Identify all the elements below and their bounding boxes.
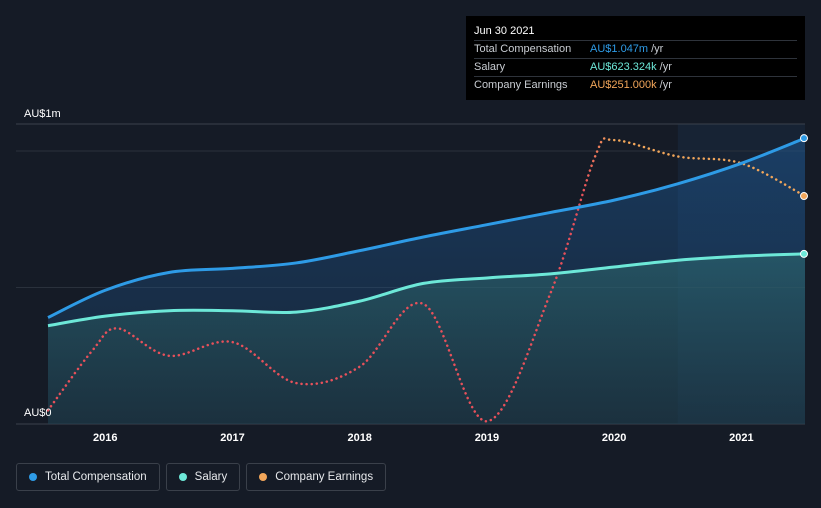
legend-label: Salary [194,471,228,483]
legend-label: Company Earnings [275,471,374,483]
y-axis-top-label: AU$1m [24,108,61,120]
tooltip-label: Company Earnings [474,79,568,91]
company-earnings-marker[interactable] [800,192,808,201]
salary-marker[interactable] [800,249,808,258]
tooltip-unit: /yr [651,43,664,55]
tooltip-unit: /yr [659,79,672,91]
tooltip-value: AU$1.047m [590,43,649,55]
legend-dot-icon [259,473,268,481]
salary-line [47,252,805,328]
legend-item-company-earnings[interactable]: Company Earnings [246,463,387,491]
legend-dot-icon [178,473,187,481]
legend-dot-icon [29,473,37,481]
total-compensation-line [47,136,805,319]
tooltip-value: AU$623.324k [590,61,657,73]
tooltip-label: Salary [474,61,506,73]
legend-item-salary[interactable]: Salary [165,463,241,491]
total-compensation-marker[interactable] [800,134,808,143]
tooltip-row-earnings: Company Earnings AU$251.000k /yr [474,76,797,94]
x-tick-label: 2020 [602,432,626,444]
x-tick-label: 2018 [347,432,371,444]
x-tick-label: 2017 [220,432,244,444]
salary-area [48,253,805,424]
tooltip-value: AU$251.000k [590,79,657,91]
legend-label: Total Compensation [45,471,147,483]
x-tick-label: 2016 [93,432,117,444]
tooltip-row-total: Total Compensation AU$1.047m /yr [474,40,797,58]
x-tick-label: 2019 [475,432,499,444]
tooltip: Jun 30 2021 Total Compensation AU$1.047m… [466,16,805,100]
tooltip-unit: /yr [659,61,672,73]
x-tick-label: 2021 [729,432,753,444]
legend: Total Compensation Salary Company Earnin… [16,463,387,491]
tooltip-label: Total Compensation [474,43,572,55]
tooltip-date: Jun 30 2021 [474,25,535,37]
y-axis-bottom-label: AU$0 [24,407,52,419]
tooltip-row-salary: Salary AU$623.324k /yr [474,58,797,76]
legend-item-total-compensation[interactable]: Total Compensation [16,463,160,491]
